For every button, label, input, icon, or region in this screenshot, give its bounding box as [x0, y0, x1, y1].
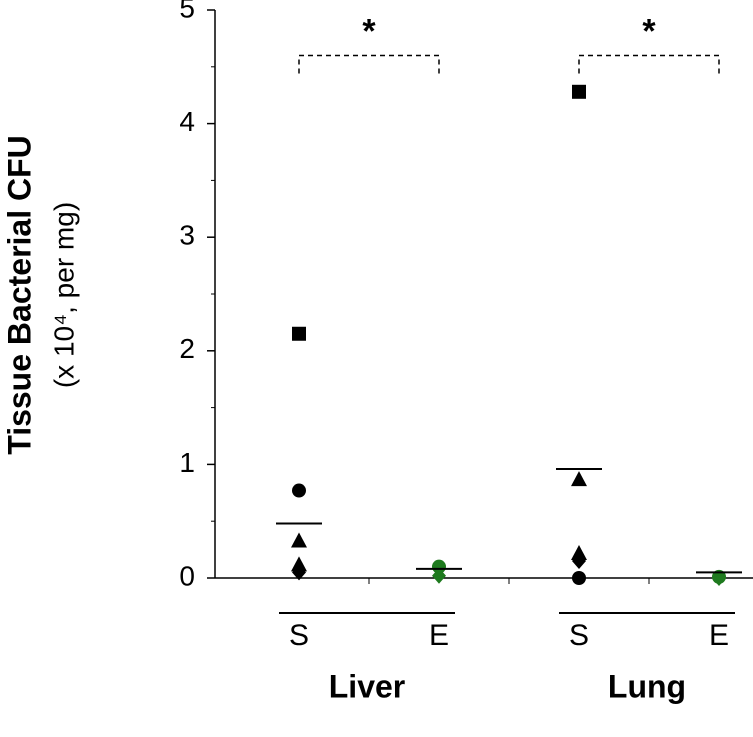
y-tick-label: 0: [179, 560, 195, 591]
point: [292, 564, 306, 581]
y-tick-label: 5: [179, 0, 195, 23]
point: [572, 571, 586, 585]
point: [292, 326, 306, 341]
y-tick-label: 1: [179, 447, 195, 478]
point: [292, 483, 306, 498]
y-tick-label: 2: [179, 333, 195, 364]
point: [572, 552, 586, 569]
point: [432, 567, 446, 584]
y-tick-label: 4: [179, 106, 195, 137]
x-tick-label: E: [429, 619, 449, 652]
point: [571, 471, 587, 487]
x-tick-label: E: [709, 619, 729, 652]
group-label: Lung: [608, 668, 686, 704]
x-tick-label: S: [289, 619, 309, 652]
significance-bracket: [298, 54, 440, 74]
group-label: Liver: [329, 668, 405, 704]
significance-label: *: [642, 12, 656, 50]
y-axis-title: Tissue Bacterial CFU: [1, 135, 37, 455]
significance-label: *: [362, 12, 376, 50]
point: [572, 84, 586, 99]
point: [712, 570, 726, 586]
y-axis-units: (x 10⁴, per mg): [48, 202, 79, 388]
point: [571, 545, 587, 561]
y-tick-label: 3: [179, 220, 195, 251]
point: [432, 559, 446, 574]
point: [291, 556, 307, 572]
x-tick-label: S: [569, 619, 589, 652]
point: [291, 532, 307, 548]
significance-bracket: [578, 54, 720, 74]
